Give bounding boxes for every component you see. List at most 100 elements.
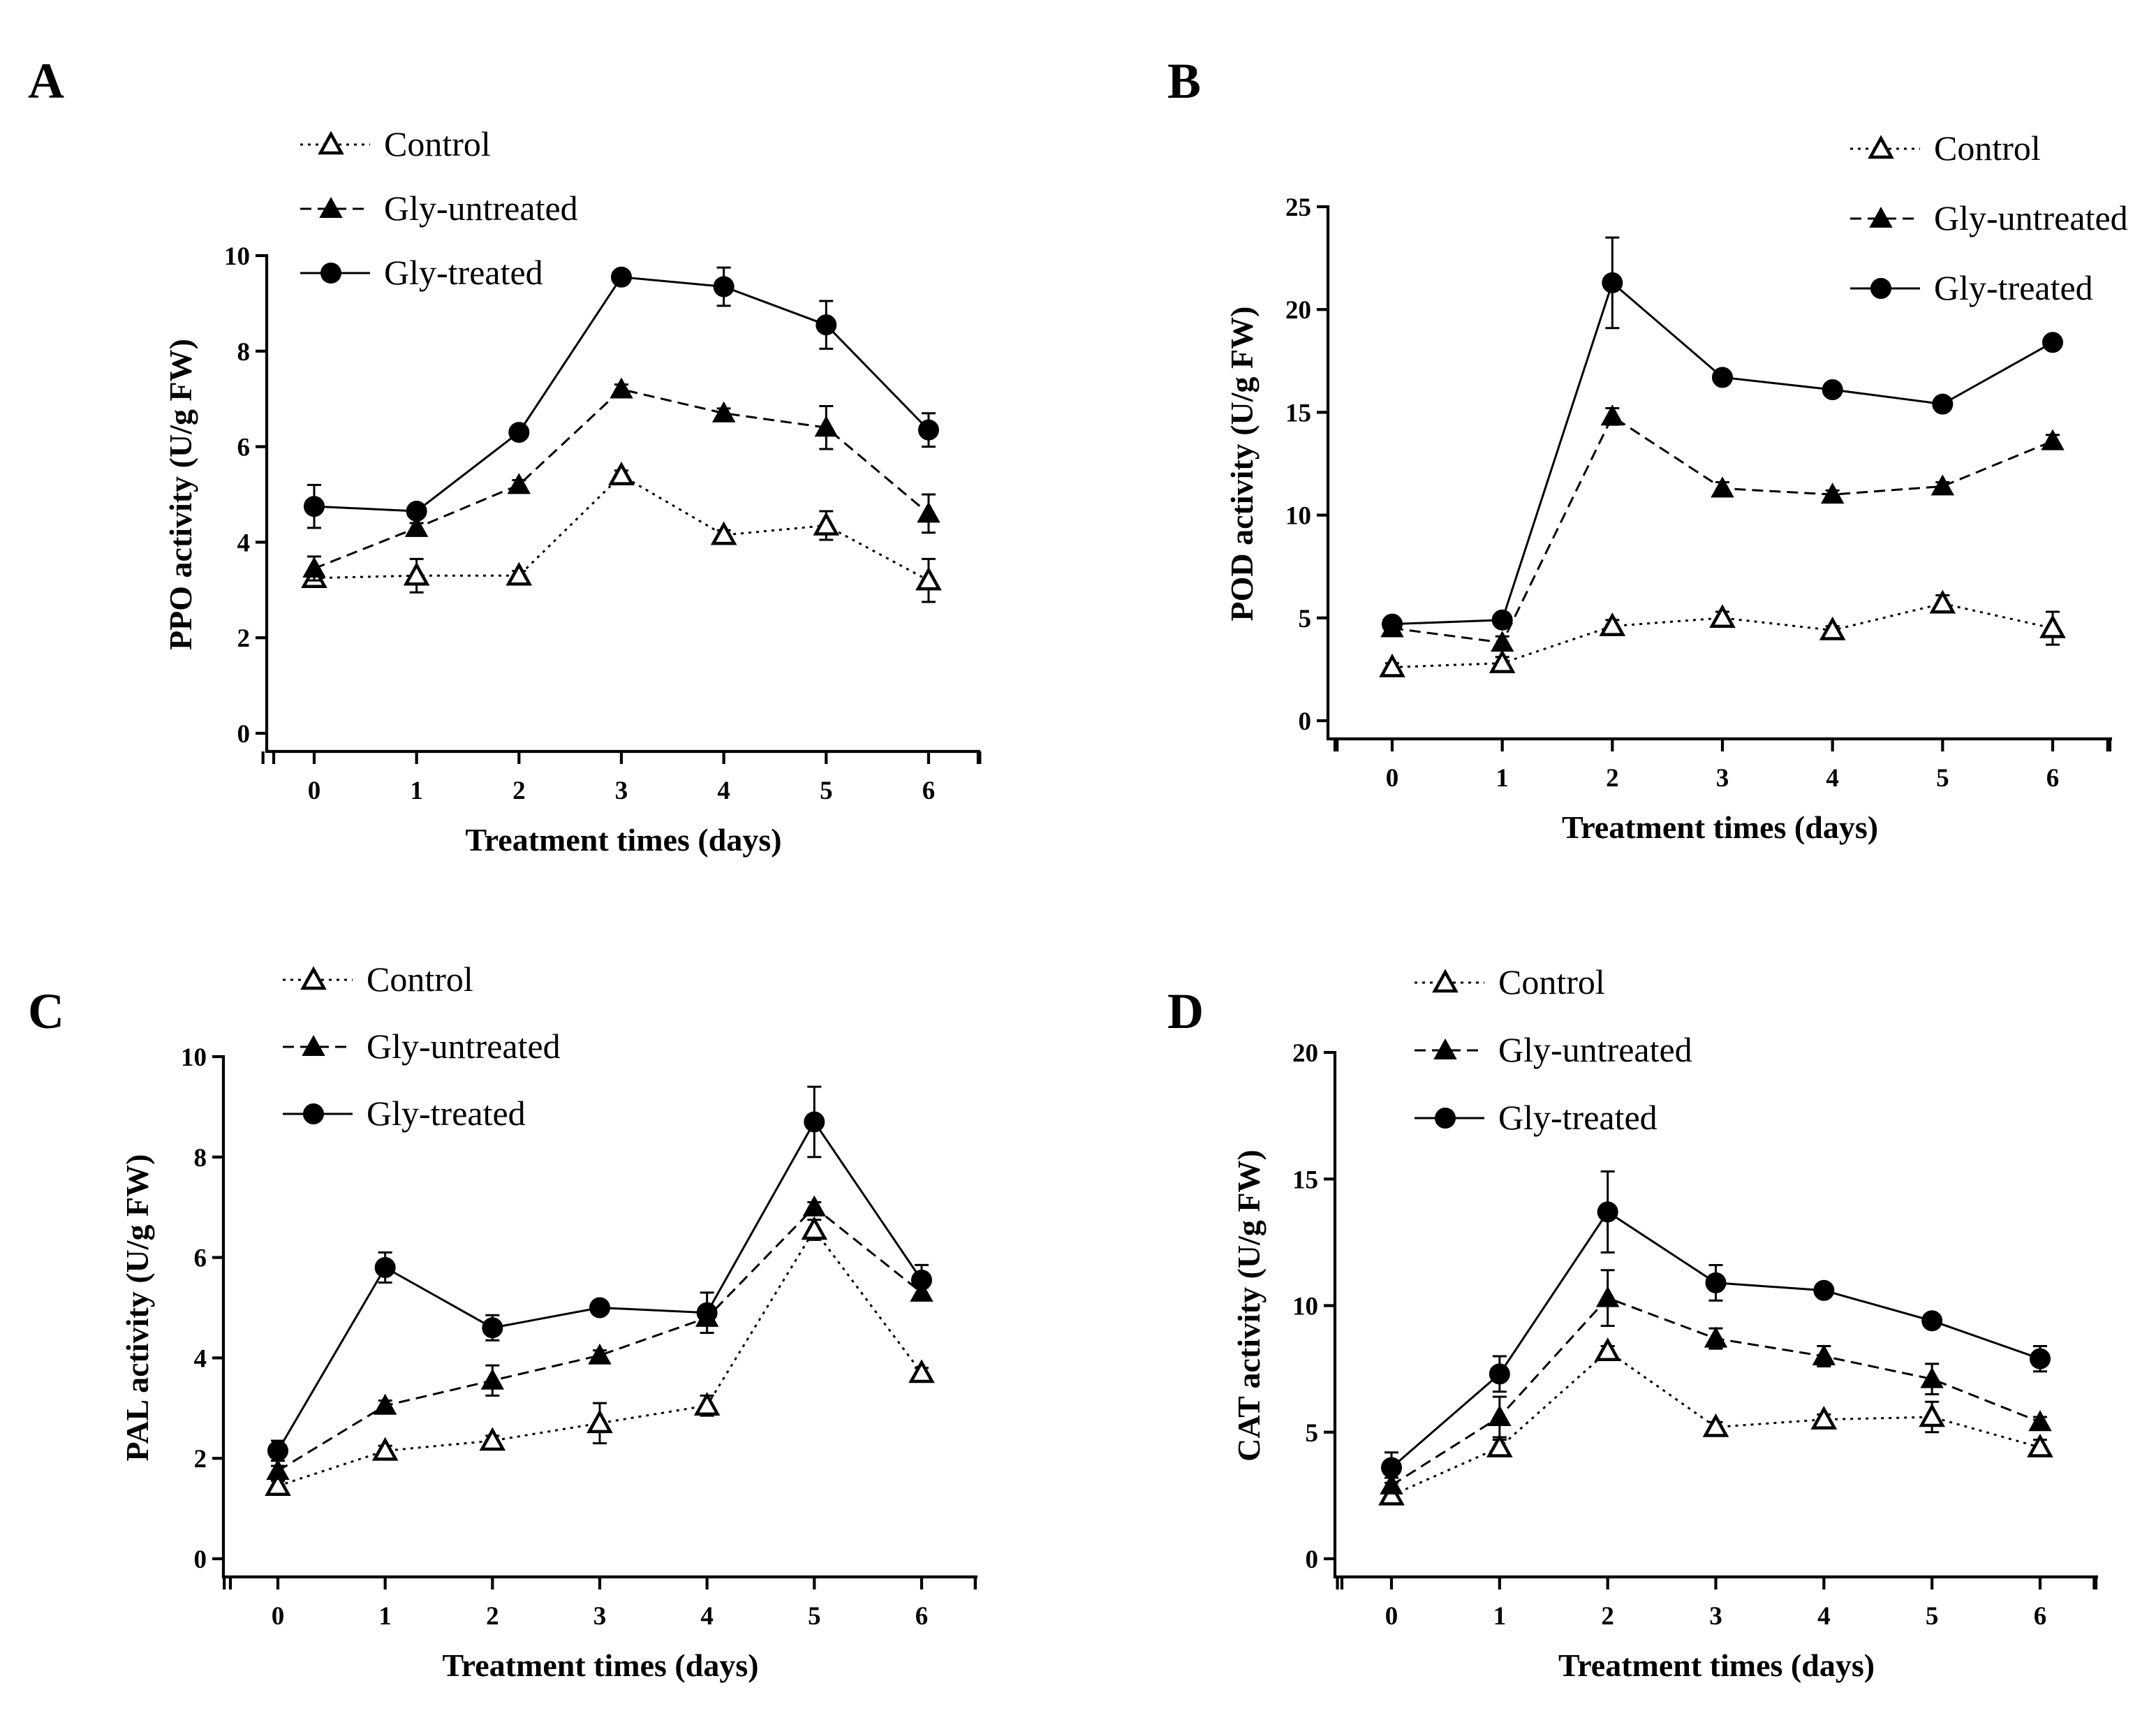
legend-marker (320, 263, 341, 284)
data-point (1595, 1286, 1620, 1307)
legend-marker (1433, 1038, 1457, 1059)
legend-label: Control (1498, 962, 1605, 1001)
data-point (406, 500, 427, 522)
y-tick-label: 5 (1306, 1419, 1319, 1448)
legend: Control Gly-untreated Gly-treated (1415, 962, 1692, 1137)
panel-letter: A (28, 53, 64, 109)
x-tick-label: 3 (615, 777, 628, 805)
data-point (804, 1111, 825, 1133)
data-point (918, 419, 939, 441)
data-point (479, 1427, 506, 1451)
data-point (403, 561, 430, 586)
legend-marker (318, 131, 344, 155)
data-point (2039, 614, 2066, 638)
legend-label: Gly-treated (367, 1094, 526, 1133)
data-point (711, 401, 736, 423)
data-point (2030, 1348, 2051, 1369)
data-point (404, 515, 429, 537)
data-point (267, 1440, 288, 1462)
y-tick-label: 4 (237, 529, 251, 557)
y-tick-label: 15 (1292, 1166, 1318, 1194)
legend-label: Gly-untreated (1934, 198, 2128, 237)
axes: 0 5 10 15 20 0 1 2 3 4 5 6 (1292, 1039, 2098, 1631)
legend: Control Gly-untreated Gly-treated (300, 124, 578, 292)
data-point (1810, 1405, 1838, 1430)
data-point (265, 1472, 291, 1496)
y-tick-label: 10 (1285, 502, 1311, 531)
series-gly-treated (1382, 236, 2063, 635)
series-control (1378, 1337, 2053, 1506)
data-point (1491, 609, 1513, 631)
data-point (302, 556, 326, 578)
x-tick-label: 6 (922, 777, 936, 805)
data-point (813, 511, 840, 536)
data-point (1594, 1337, 1621, 1361)
data-point (589, 1297, 610, 1319)
x-axis-title: Treatment times (days) (442, 1647, 758, 1683)
panel-b: B 0 5 10 15 20 25 0 1 2 3 4 5 6 Treatment times (days)… (1167, 53, 2128, 845)
data-point (693, 1392, 721, 1416)
data-point (802, 1195, 827, 1217)
data-point (374, 1256, 396, 1278)
x-tick-label: 6 (2046, 764, 2060, 793)
data-point (815, 314, 837, 336)
data-point (1602, 272, 1623, 293)
data-point (1932, 393, 1954, 415)
data-point (713, 276, 734, 298)
x-tick-label: 4 (1817, 1602, 1831, 1631)
data-point (917, 501, 940, 523)
y-axis-title: CAT activity (U/g FW) (1231, 1150, 1267, 1462)
y-tick-label: 2 (194, 1445, 207, 1474)
data-point (1819, 616, 1846, 640)
legend-label: Gly-untreated (1498, 1030, 1692, 1069)
data-point (908, 1359, 935, 1383)
data-point (1489, 1363, 1510, 1385)
data-point (482, 1317, 503, 1339)
legend-marker (1435, 1108, 1456, 1129)
panel-d: D 0 5 10 15 20 0 1 2 3 4 5 6 Treatment times (days) CA… (1167, 962, 2098, 1683)
data-point (1930, 474, 1955, 496)
data-point (611, 266, 632, 288)
y-axis-title: PPO activity (U/g FW) (163, 339, 198, 650)
data-point (2027, 1433, 2053, 1457)
x-tick-label: 2 (1601, 1602, 1614, 1631)
data-point (1379, 653, 1405, 677)
data-point (505, 561, 533, 586)
x-tick-label: 0 (308, 777, 321, 805)
data-point (586, 1409, 613, 1434)
data-point (1599, 612, 1626, 636)
x-axis-title: Treatment times (days) (1558, 1647, 1875, 1683)
x-tick-label: 6 (2034, 1602, 2047, 1631)
y-tick-label: 6 (237, 434, 251, 462)
y-tick-label: 0 (237, 720, 251, 749)
panel-a: A 0 2 4 6 8 10 0 1 2 3 4 5 6 Treatment times (days) PPO… (28, 53, 982, 858)
x-tick-label: 1 (1496, 764, 1509, 793)
y-tick-label: 4 (194, 1344, 207, 1373)
series-line (1391, 281, 2053, 626)
data-point (1705, 1272, 1727, 1293)
x-tick-label: 3 (593, 1602, 607, 1631)
axes: 0 2 4 6 8 10 0 1 2 3 4 5 6 (224, 242, 982, 805)
x-tick-label: 5 (1926, 1602, 1939, 1631)
y-axis-title: PAL activity (U/g FW) (119, 1154, 155, 1462)
x-tick-label: 0 (1386, 764, 1399, 793)
legend-label: Gly-treated (1498, 1098, 1657, 1137)
data-point (608, 462, 635, 485)
x-axis-title: Treatment times (days) (465, 822, 781, 858)
data-point (610, 377, 633, 399)
y-tick-label: 2 (237, 624, 251, 653)
axes: 0 5 10 15 20 25 0 1 2 3 4 5 6 (1285, 193, 2112, 793)
x-tick-label: 0 (1385, 1602, 1398, 1631)
data-point (2042, 332, 2063, 353)
data-point (480, 1368, 505, 1390)
data-point (1813, 1279, 1835, 1301)
legend-label: Control (367, 960, 473, 999)
x-tick-label: 4 (1826, 764, 1839, 793)
data-point (1489, 649, 1516, 673)
data-point (911, 1269, 932, 1291)
data-point (373, 1393, 397, 1415)
data-point (266, 1459, 290, 1481)
legend-label: Gly-untreated (384, 189, 578, 228)
data-point (1380, 1473, 1403, 1495)
series-gly-treated (267, 1085, 932, 1462)
